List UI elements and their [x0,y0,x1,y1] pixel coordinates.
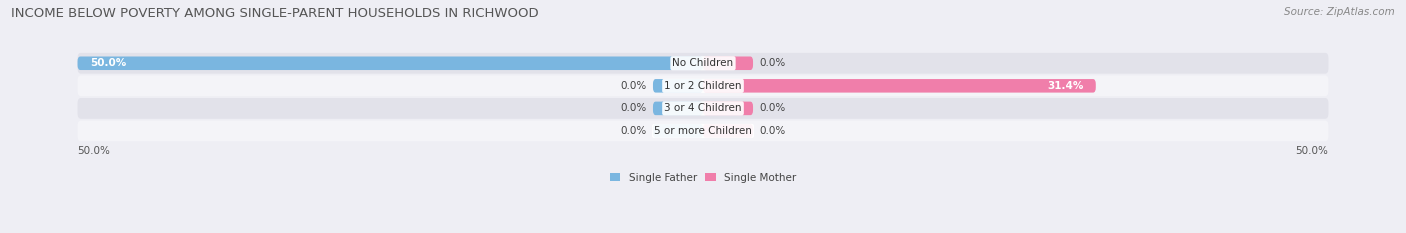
FancyBboxPatch shape [77,56,703,70]
Text: 0.0%: 0.0% [759,126,786,136]
FancyBboxPatch shape [77,75,1329,96]
Text: 31.4%: 31.4% [1047,81,1083,91]
FancyBboxPatch shape [77,120,1329,141]
Text: 5 or more Children: 5 or more Children [654,126,752,136]
FancyBboxPatch shape [652,79,703,93]
Text: 1 or 2 Children: 1 or 2 Children [664,81,742,91]
FancyBboxPatch shape [77,98,1329,119]
Text: 50.0%: 50.0% [77,146,111,156]
Text: 50.0%: 50.0% [90,58,127,68]
Text: 0.0%: 0.0% [759,58,786,68]
Text: No Children: No Children [672,58,734,68]
Text: INCOME BELOW POVERTY AMONG SINGLE-PARENT HOUSEHOLDS IN RICHWOOD: INCOME BELOW POVERTY AMONG SINGLE-PARENT… [11,7,538,20]
Text: 0.0%: 0.0% [620,81,647,91]
Text: 0.0%: 0.0% [620,126,647,136]
FancyBboxPatch shape [703,124,754,138]
FancyBboxPatch shape [77,53,1329,74]
FancyBboxPatch shape [703,79,1095,93]
FancyBboxPatch shape [703,102,754,115]
Text: Source: ZipAtlas.com: Source: ZipAtlas.com [1284,7,1395,17]
FancyBboxPatch shape [703,56,754,70]
Text: 3 or 4 Children: 3 or 4 Children [664,103,742,113]
FancyBboxPatch shape [652,124,703,138]
FancyBboxPatch shape [652,102,703,115]
Text: 0.0%: 0.0% [620,103,647,113]
Legend: Single Father, Single Mother: Single Father, Single Mother [606,168,800,187]
Text: 0.0%: 0.0% [759,103,786,113]
Text: 50.0%: 50.0% [1295,146,1329,156]
